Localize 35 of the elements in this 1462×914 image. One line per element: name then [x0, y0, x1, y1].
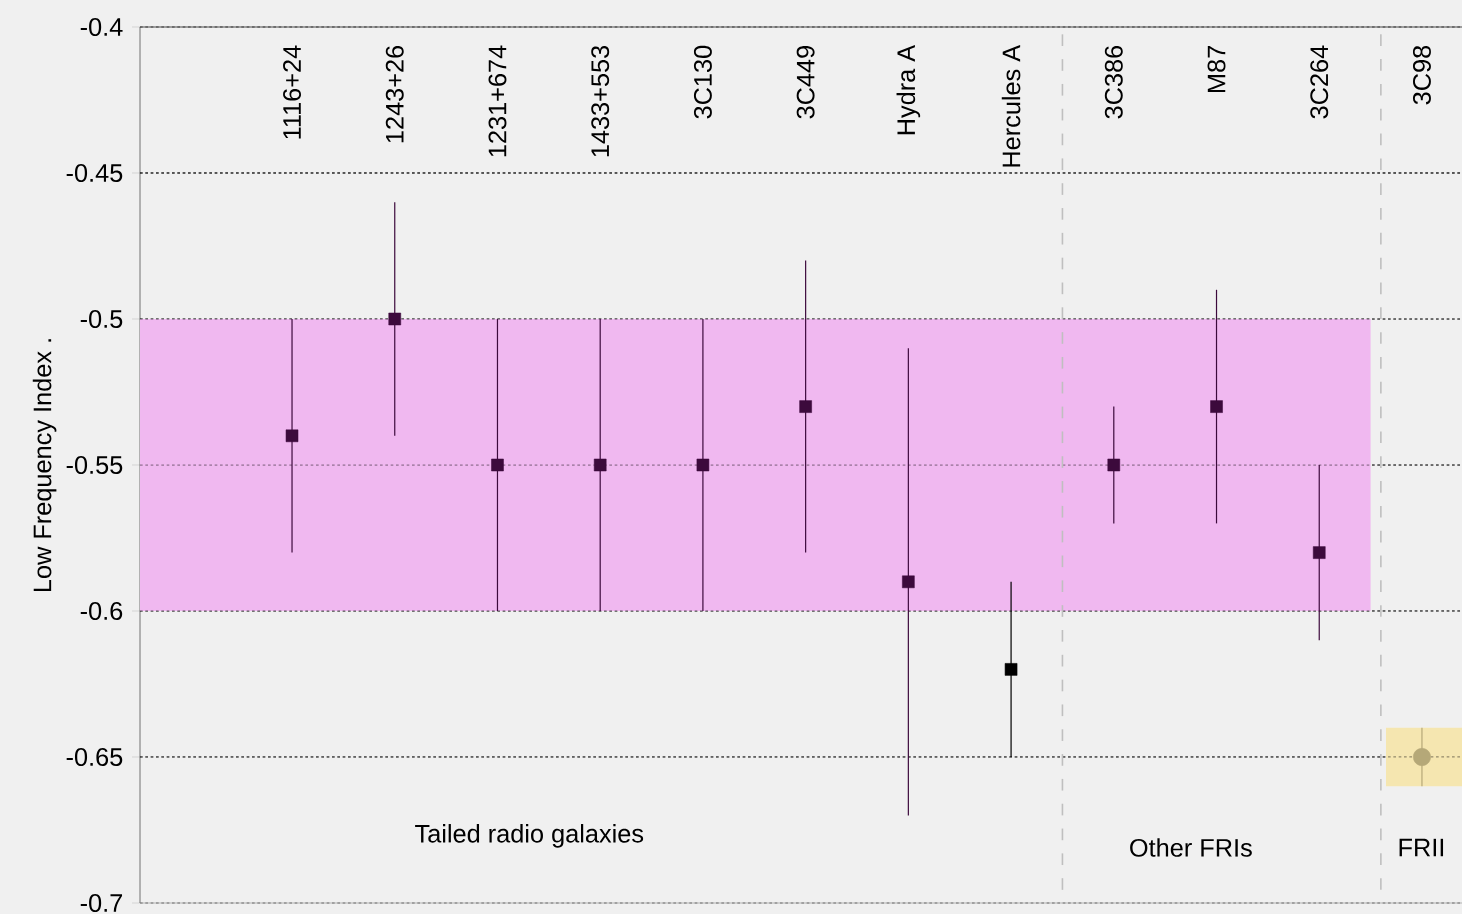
- point: [1107, 458, 1121, 472]
- x-tick-label: 1243+26: [385, 45, 404, 143]
- point: [1210, 400, 1223, 413]
- x-tick-label: 3C449: [796, 46, 815, 119]
- y-tick-label: -0.45: [66, 164, 123, 182]
- y-tick-label: -0.4: [80, 18, 123, 36]
- y-tick-label: -0.6: [80, 602, 123, 620]
- x-tick-label: 3C98: [1412, 45, 1431, 105]
- point: [388, 312, 402, 326]
- point: [1004, 663, 1018, 676]
- point: [799, 400, 812, 413]
- point: [902, 575, 915, 589]
- point: [491, 458, 504, 472]
- x-tick-label: 3C386: [1104, 45, 1123, 119]
- x-tick-label: 1433+553: [591, 45, 610, 157]
- y-tick-label: -0.7: [80, 894, 123, 912]
- point: [1312, 546, 1326, 559]
- annotation: Other FRIs: [1130, 838, 1252, 857]
- y-tick-label: -0.55: [66, 456, 123, 474]
- point: [696, 458, 710, 472]
- x-tick-label: Hydra A: [896, 44, 921, 135]
- x-tick-label: 1231+674: [488, 45, 507, 157]
- annotation: Tailed radio galaxies: [415, 824, 644, 848]
- x-tick-label: 3C264: [1310, 45, 1329, 119]
- x-tick-label: 1116+24: [283, 45, 301, 139]
- y-axis-title: Low Frequency Index .: [32, 339, 57, 592]
- x-tick-label: Hercules A: [1001, 44, 1021, 167]
- point: [285, 429, 299, 443]
- y-tick-label: -0.65: [66, 748, 123, 766]
- x-tick-label: M87: [1207, 46, 1226, 92]
- point: [593, 458, 607, 472]
- annotation: FRII: [1399, 838, 1444, 857]
- x-tick-label: 3C130: [693, 45, 712, 119]
- y-tick-label: -0.5: [80, 310, 123, 328]
- point: [1413, 748, 1431, 766]
